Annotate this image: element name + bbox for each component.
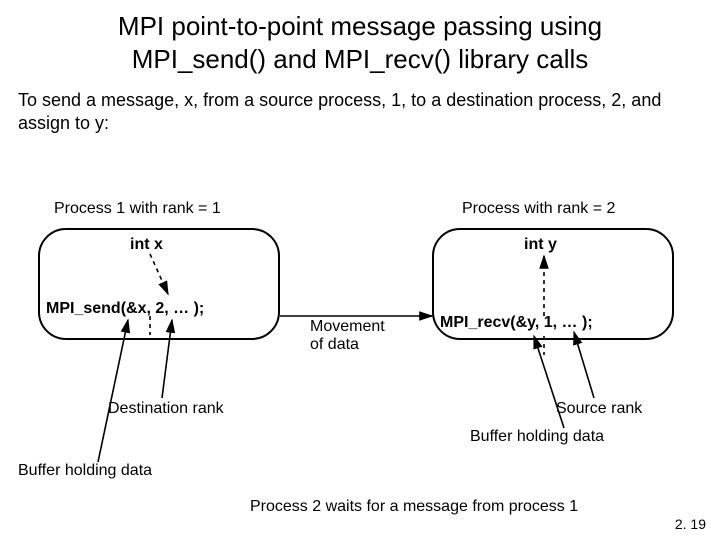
intro-text: To send a message, x, from a source proc… [0,75,720,134]
title-line-1: MPI point-to-point message passing using [0,10,720,43]
process-1-call: MPI_send(&x, 2, … ); [46,300,204,318]
process-1-declaration: int x [130,236,163,254]
arrow-buf1 [98,320,128,462]
buffer-1-label: Buffer holding data [18,462,152,480]
process-2-declaration: int y [524,236,557,254]
process-2-header: Process with rank = 2 [462,200,615,218]
process-1-header: Process 1 with rank = 1 [54,200,221,218]
buffer-2-label: Buffer holding data [470,428,604,446]
process-2-call: MPI_recv(&y, 1, … ); [440,314,593,332]
destination-rank-label: Destination rank [108,400,224,418]
arrow-src_rank [574,332,594,398]
title-line-2: MPI_send() and MPI_recv() library calls [0,43,720,76]
source-rank-label: Source rank [556,400,642,418]
page-title: MPI point-to-point message passing using… [0,0,720,75]
movement-text: Movement of data [310,318,385,355]
movement-label: Movement of data [310,318,385,355]
page-number: 2. 19 [675,516,706,532]
footer-text: Process 2 waits for a message from proce… [250,498,578,516]
